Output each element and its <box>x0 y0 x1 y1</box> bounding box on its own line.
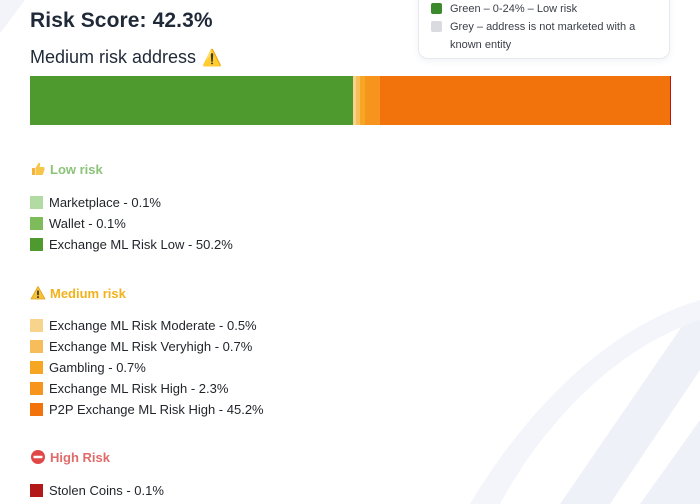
high-risk-list: Stolen Coins - 0.1% <box>30 480 164 501</box>
warning-icon <box>30 285 46 301</box>
legend-swatch <box>431 21 442 32</box>
low-risk-heading-text: Low risk <box>50 161 103 177</box>
list-item-label: Wallet - 0.1% <box>49 216 126 231</box>
list-item-label: Exchange ML Risk Moderate - 0.5% <box>49 318 257 333</box>
color-swatch <box>30 319 43 332</box>
list-item: P2P Exchange ML Risk High - 45.2% <box>30 399 264 420</box>
color-swatch <box>30 217 43 230</box>
list-item-label: Exchange ML Risk Low - 50.2% <box>49 237 233 252</box>
legend-label: Grey – address is not marketed with a kn… <box>450 21 636 51</box>
risk-level-subtitle: Medium risk address ⚠️ <box>30 47 222 68</box>
color-swatch <box>30 238 43 251</box>
list-item-label: Stolen Coins - 0.1% <box>49 483 164 498</box>
warning-icon: ⚠️ <box>202 50 222 67</box>
list-item-label: Marketplace - 0.1% <box>49 195 161 210</box>
list-item-label: Exchange ML Risk Veryhigh - 0.7% <box>49 339 253 354</box>
list-item-label: P2P Exchange ML Risk High - 45.2% <box>49 402 264 417</box>
thumbs-up-icon <box>30 161 46 177</box>
medium-risk-heading: Medium risk <box>30 285 126 301</box>
risk-distribution-bar <box>30 76 671 125</box>
medium-risk-list: Exchange ML Risk Moderate - 0.5% Exchang… <box>30 315 264 420</box>
legend-swatch <box>431 3 442 14</box>
risk-bar-segment <box>364 76 380 125</box>
risk-score-title: Risk Score: 42.3% <box>30 9 213 32</box>
medium-risk-heading-text: Medium risk <box>50 285 126 301</box>
color-swatch <box>30 382 43 395</box>
color-swatch <box>30 340 43 353</box>
color-swatch <box>30 484 43 497</box>
color-swatch <box>30 196 43 209</box>
legend-label: Green – 0-24% – Low risk <box>450 3 578 15</box>
list-item: Stolen Coins - 0.1% <box>30 480 164 501</box>
legend-item-grey: Grey – address is not marketed with a kn… <box>431 18 646 54</box>
risk-bar-segment <box>379 76 671 125</box>
color-swatch <box>30 403 43 416</box>
legend-item-green: Green – 0-24% – Low risk <box>431 0 577 18</box>
risk-bar-segment <box>30 76 353 125</box>
low-risk-list: Marketplace - 0.1% Wallet - 0.1% Exchang… <box>30 192 233 255</box>
list-item: Exchange ML Risk Moderate - 0.5% <box>30 315 264 336</box>
list-item: Gambling - 0.7% <box>30 357 264 378</box>
risk-bar-segment <box>670 76 671 125</box>
risk-bar-segment <box>360 76 365 125</box>
high-risk-heading-text: High Risk <box>50 449 110 465</box>
high-risk-heading: High Risk <box>30 449 110 465</box>
low-risk-heading: Low risk <box>30 161 103 177</box>
list-item: Exchange ML Risk High - 2.3% <box>30 378 264 399</box>
list-item: Wallet - 0.1% <box>30 213 233 234</box>
no-entry-icon <box>30 449 46 465</box>
legend-card: Green – 0-24% – Low risk Grey – address … <box>418 0 670 59</box>
risk-bar-segment <box>355 76 361 125</box>
list-item: Marketplace - 0.1% <box>30 192 233 213</box>
risk-bar-segment <box>352 76 356 125</box>
list-item-label: Exchange ML Risk High - 2.3% <box>49 381 229 396</box>
list-item: Exchange ML Risk Veryhigh - 0.7% <box>30 336 264 357</box>
list-item-label: Gambling - 0.7% <box>49 360 146 375</box>
list-item: Exchange ML Risk Low - 50.2% <box>30 234 233 255</box>
risk-level-text: Medium risk address <box>30 47 197 67</box>
color-swatch <box>30 361 43 374</box>
